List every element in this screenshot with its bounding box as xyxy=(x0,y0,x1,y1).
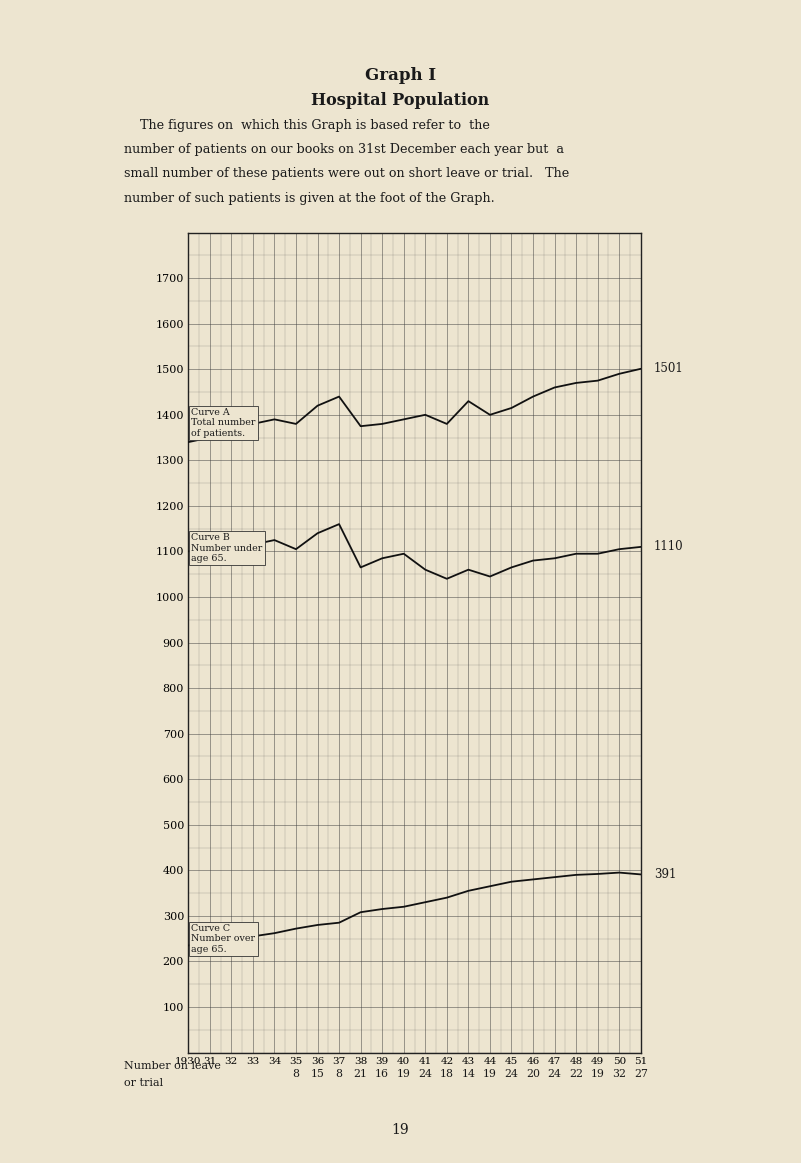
Text: 19: 19 xyxy=(396,1069,411,1079)
Text: number of such patients is given at the foot of the Graph.: number of such patients is given at the … xyxy=(124,192,495,205)
Text: 22: 22 xyxy=(570,1069,583,1079)
Text: 1110: 1110 xyxy=(654,541,683,554)
Text: 24: 24 xyxy=(505,1069,518,1079)
Text: 24: 24 xyxy=(418,1069,433,1079)
Text: 14: 14 xyxy=(461,1069,475,1079)
Text: Hospital Population: Hospital Population xyxy=(312,92,489,109)
Text: 19: 19 xyxy=(392,1123,409,1137)
Text: or trial: or trial xyxy=(124,1078,163,1089)
Text: 8: 8 xyxy=(292,1069,300,1079)
Text: Curve C
Number over
age 65.: Curve C Number over age 65. xyxy=(191,925,256,954)
Text: 1501: 1501 xyxy=(654,363,683,376)
Text: 24: 24 xyxy=(548,1069,562,1079)
Text: number of patients on our books on 31st December each year but  a: number of patients on our books on 31st … xyxy=(124,143,564,156)
Text: 19: 19 xyxy=(591,1069,605,1079)
Text: Curve A
Total number
of patients.: Curve A Total number of patients. xyxy=(191,408,256,437)
Text: 18: 18 xyxy=(440,1069,454,1079)
Text: small number of these patients were out on short leave or trial.   The: small number of these patients were out … xyxy=(124,167,570,180)
Text: 32: 32 xyxy=(612,1069,626,1079)
Text: Number on leave: Number on leave xyxy=(124,1061,221,1071)
Text: 16: 16 xyxy=(375,1069,389,1079)
Text: Curve B
Number under
age 65.: Curve B Number under age 65. xyxy=(191,533,263,563)
Text: 21: 21 xyxy=(353,1069,368,1079)
Text: 391: 391 xyxy=(654,868,676,880)
Text: 20: 20 xyxy=(526,1069,540,1079)
Text: The figures on  which this Graph is based refer to  the: The figures on which this Graph is based… xyxy=(124,119,490,131)
Text: Graph I: Graph I xyxy=(365,67,436,85)
Text: 19: 19 xyxy=(483,1069,497,1079)
Text: 8: 8 xyxy=(336,1069,343,1079)
Text: 15: 15 xyxy=(311,1069,324,1079)
Text: 27: 27 xyxy=(634,1069,648,1079)
